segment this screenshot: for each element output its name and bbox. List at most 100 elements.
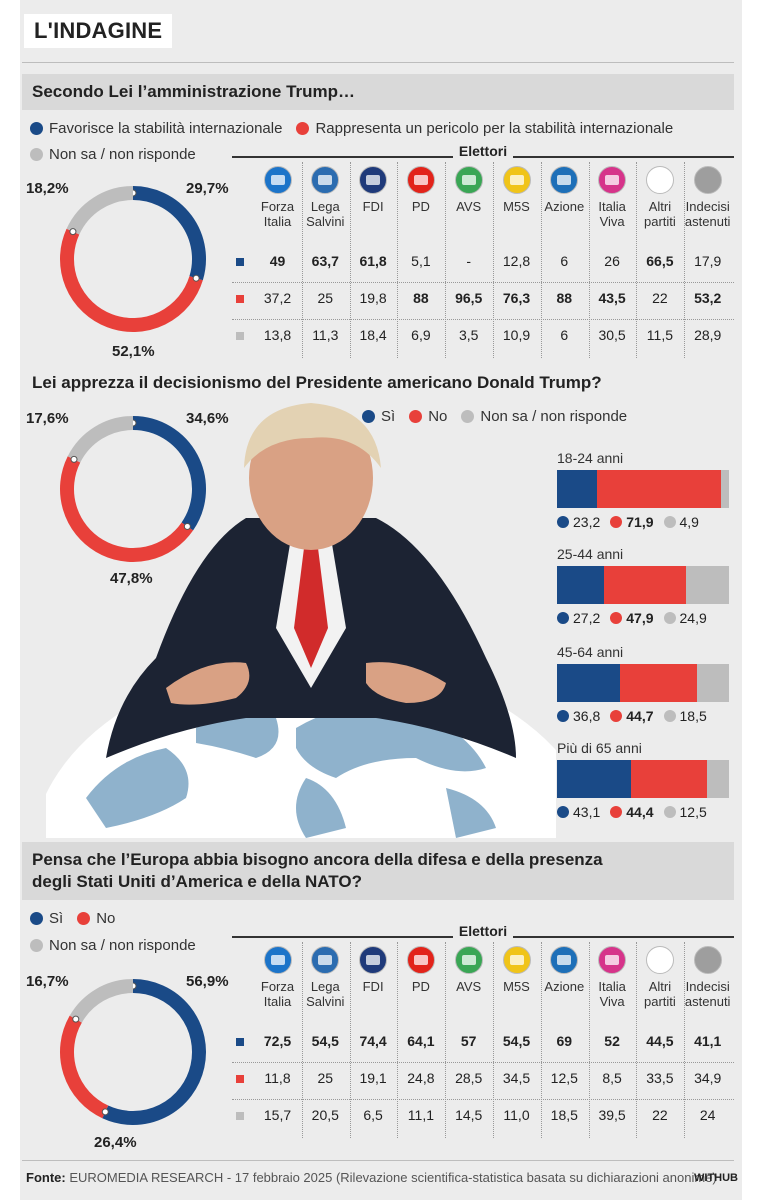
- value-label: 27,2: [573, 610, 601, 626]
- azione-logo: [550, 946, 579, 974]
- table-cell: 18,4: [359, 327, 387, 343]
- party-name-line2: astenuti: [684, 994, 731, 1009]
- bar-segment-no: [603, 566, 687, 604]
- party-name: Italia Viva: [589, 979, 636, 1011]
- table-cell: 69: [556, 1033, 573, 1049]
- slice-yes: [132, 186, 206, 281]
- logo-emblem: [461, 955, 476, 965]
- age-group-label: 25-44 anni: [557, 546, 624, 562]
- column-separator: [588, 942, 590, 1138]
- divider: [22, 1160, 734, 1161]
- pct-label-red: 26,4%: [94, 1134, 137, 1151]
- question-3: Pensa che l’Europa abbia bisogno ancora …: [22, 842, 734, 900]
- party-name: Italia Viva: [589, 199, 636, 231]
- party-table-q1: Elettori Forza Italia Lega Salvini FDI PD AVS M5…: [232, 143, 734, 360]
- slice-unsure: [67, 416, 134, 463]
- table-cell: 34,9: [694, 1070, 722, 1086]
- legend-label: Sì: [381, 408, 396, 425]
- slice-no: [60, 1015, 109, 1119]
- divider: [22, 62, 734, 63]
- table-cell: -: [466, 253, 472, 269]
- column-separator: [588, 162, 590, 358]
- party-name: Azione: [541, 199, 588, 231]
- logo-emblem: [557, 955, 572, 965]
- table-cell: 6,9: [411, 327, 431, 343]
- party-name-line1: AVS: [456, 199, 482, 214]
- pct-label-red: 52,1%: [112, 343, 155, 360]
- logo-emblem: [318, 175, 333, 185]
- forza-italia-logo: [263, 946, 292, 974]
- column-separator: [493, 942, 494, 1138]
- legend-dot-blue: [30, 912, 43, 925]
- party-column: AVS: [445, 940, 492, 1011]
- value-label: 23,2: [573, 514, 601, 530]
- party-name: Forza Italia: [254, 199, 301, 231]
- legend-dot-blue: [30, 122, 43, 135]
- value-label: 43,1: [573, 804, 601, 820]
- bar-segment-no: [620, 664, 698, 702]
- table-cell: 26: [604, 253, 620, 269]
- table-cell: 6: [560, 327, 569, 343]
- table-cell: 37,2: [263, 290, 292, 306]
- party-name-line2: Viva: [599, 994, 625, 1009]
- table-cell: 25: [317, 1070, 334, 1086]
- table-cell: 28,5: [455, 1070, 483, 1086]
- age-group-label: 18-24 anni: [557, 450, 624, 466]
- party-name-line1: Altri: [648, 979, 672, 994]
- bar-segment-no: [596, 470, 721, 508]
- party-name: AVS: [445, 199, 492, 231]
- slice-boundary-marker: [192, 274, 200, 282]
- m5s-logo: [502, 946, 531, 974]
- table-cell: 18,5: [550, 1107, 578, 1123]
- party-column: FDI: [350, 160, 397, 231]
- party-name-line1: Indecisi: [685, 199, 730, 214]
- stacked-bar: [557, 664, 729, 702]
- slice-boundary-marker: [183, 522, 191, 530]
- table-cell: 12,5: [550, 1070, 578, 1086]
- party-column: Forza Italia: [254, 940, 301, 1011]
- bar-segment-yes: [557, 664, 621, 702]
- party-name: Azione: [541, 979, 588, 1011]
- party-column: Azione: [541, 940, 588, 1011]
- table-cell: 19,8: [359, 290, 387, 306]
- party-column: FDI: [350, 940, 397, 1011]
- table-cell: 63,7: [311, 253, 339, 269]
- table-cell: 6,5: [363, 1107, 383, 1123]
- legend-q3-row2: Non sa / non risponde: [30, 937, 196, 954]
- logo-emblem: [605, 175, 620, 185]
- party-column: Forza Italia: [254, 160, 301, 231]
- party-name: Indecisi astenuti: [684, 199, 731, 231]
- table-cell: 44,5: [646, 1033, 674, 1049]
- table-cell: 3,5: [458, 327, 479, 343]
- forza-italia-logo: [263, 166, 292, 194]
- party-name-line2: astenuti: [684, 214, 731, 229]
- legend-q2: Sì No Non sa / non risponde: [362, 408, 627, 425]
- age-group: 45-64 anni 36,8 44,7 18,5: [557, 644, 729, 724]
- party-name-line2: Viva: [599, 214, 625, 229]
- value-label: 36,8: [573, 708, 601, 724]
- party-column: PD: [397, 940, 444, 1011]
- column-separator: [636, 942, 638, 1138]
- age-values: 36,8 44,7 18,5: [557, 708, 729, 724]
- value-dot: [610, 612, 623, 624]
- table-title: Elettori: [232, 923, 734, 939]
- value-dot: [610, 806, 623, 818]
- value-dot: [663, 710, 676, 722]
- table-cell: 54,5: [502, 1033, 531, 1049]
- pct-label-gray: 18,2%: [26, 180, 69, 197]
- value-label: 44,7: [626, 708, 654, 724]
- value-dot: [663, 516, 676, 528]
- table-cell: 76,3: [502, 290, 531, 306]
- pct-label-red: 47,8%: [110, 570, 153, 587]
- row-divider: [232, 1099, 734, 1100]
- avs-logo: [454, 166, 483, 194]
- party-name-line1: Indecisi: [685, 979, 730, 994]
- value-dot: [557, 710, 569, 722]
- age-group: 25-44 anni 27,2 47,9 24,9: [557, 546, 729, 626]
- party-column: Italia Viva: [589, 160, 636, 231]
- value-dot: [557, 806, 569, 818]
- party-name: AVS: [445, 979, 492, 1011]
- slice-boundary-marker: [70, 455, 78, 463]
- party-name-line1: Italia: [598, 979, 626, 994]
- party-column: M5S: [493, 160, 540, 231]
